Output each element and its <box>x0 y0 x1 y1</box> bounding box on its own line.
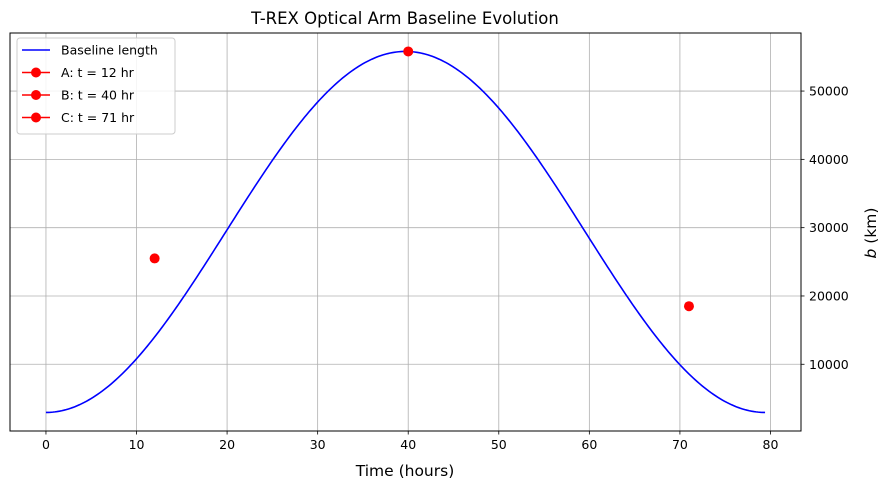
x-tick-label: 20 <box>219 437 235 452</box>
point-b <box>403 46 414 57</box>
x-tick-label: 70 <box>672 437 688 452</box>
y-tick-label: 30000 <box>809 220 849 235</box>
x-tick-label: 40 <box>400 437 416 452</box>
legend-label-baseline-length: Baseline length <box>61 43 158 58</box>
plot-frame <box>9 32 802 432</box>
legend-marker-point-c <box>31 112 41 123</box>
legend-marker-point-b <box>31 90 41 100</box>
point-a <box>149 253 160 264</box>
legend-label-point-c: C: t = 71 hr <box>61 110 135 125</box>
x-tick-label: 30 <box>310 437 326 452</box>
plot-data <box>45 46 766 414</box>
y-axis-label-var: b <box>862 248 880 258</box>
grid <box>10 33 801 431</box>
y-axis-label-unit: (km) <box>862 208 880 249</box>
x-tick-label: 0 <box>42 437 50 452</box>
y-tick-label: 40000 <box>809 152 849 167</box>
y-tick-label: 50000 <box>809 84 849 99</box>
x-tick-label: 80 <box>763 437 779 452</box>
chart-title: T-REX Optical Arm Baseline Evolution <box>250 9 559 28</box>
axis-ticks: 0 10 20 30 40 50 60 70 80 10000 20000 30000 40000 500… <box>42 84 849 452</box>
x-tick-label: 10 <box>129 437 145 452</box>
point-c <box>683 301 694 312</box>
x-tick-label: 50 <box>491 437 507 452</box>
legend-marker-point-a <box>31 67 41 78</box>
y-axis-label: b (km) <box>862 208 880 259</box>
x-axis-label: Time (hours) <box>355 462 455 480</box>
y-tick-label: 20000 <box>809 288 849 303</box>
legend-label-point-b: B: t = 40 hr <box>61 88 135 103</box>
legend: Baseline length A: t = 12 hr B: t = 40 hr C… <box>16 37 176 135</box>
legend-label-point-a: A: t = 12 hr <box>61 65 135 80</box>
y-tick-label: 10000 <box>809 357 849 372</box>
x-tick-label: 60 <box>581 437 597 452</box>
legend-box <box>16 37 176 135</box>
